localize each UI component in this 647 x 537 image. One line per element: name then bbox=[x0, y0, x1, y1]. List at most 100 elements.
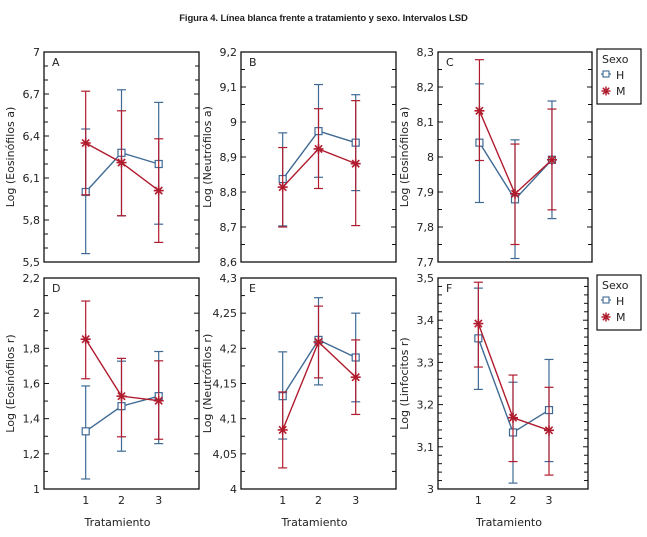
panel-letter: F bbox=[446, 282, 452, 295]
y-tick-label: 7,9 bbox=[417, 186, 435, 199]
data-point-asterisk bbox=[313, 143, 324, 154]
x-axis-title: Tratamiento bbox=[84, 516, 151, 529]
data-point-asterisk bbox=[80, 138, 91, 148]
data-point-asterisk bbox=[350, 158, 361, 169]
series-h bbox=[278, 83, 361, 227]
legend-label: M bbox=[616, 85, 626, 98]
y-tick-label: 8,3 bbox=[417, 46, 435, 59]
data-point-asterisk bbox=[313, 337, 324, 348]
data-point-asterisk bbox=[116, 391, 127, 402]
y-tick-label: 4,3 bbox=[220, 272, 238, 285]
y-tick-label: 1,4 bbox=[23, 413, 41, 426]
panel-b: 8,6 8,7 8,8 8,9 9 9,1 9,2 Log (Neutrófilos a) B bbox=[201, 46, 397, 269]
y-tick-label: 8,1 bbox=[417, 116, 435, 129]
panel-e: 4 4,05 4,1 4,15 4,2 4,25 4,3 Log (Neutrófilos r… bbox=[201, 272, 397, 529]
legend-label: H bbox=[616, 295, 624, 308]
data-point-asterisk bbox=[277, 182, 288, 193]
data-point-asterisk bbox=[510, 188, 520, 199]
y-tick-label: 3,3 bbox=[417, 356, 435, 369]
asterisk-stroke bbox=[547, 155, 557, 164]
panel-letter: E bbox=[249, 282, 256, 295]
y-axis-title: Log (Linfocitos r) bbox=[398, 337, 411, 429]
y-tick-label: 4,25 bbox=[213, 307, 238, 320]
y-tick-label: 7,7 bbox=[417, 256, 435, 269]
series-line bbox=[282, 130, 356, 180]
series-m bbox=[277, 100, 361, 228]
y-tick-label: 3,2 bbox=[417, 399, 435, 412]
asterisk-stroke bbox=[544, 426, 554, 435]
figure-title: Figura 4. Línea blanca frente a tratamie… bbox=[179, 13, 468, 24]
plot-frame bbox=[437, 277, 589, 490]
y-tick-label: 5,5 bbox=[23, 256, 41, 269]
y-tick-label: 4 bbox=[230, 483, 237, 496]
asterisk-stroke bbox=[81, 335, 90, 344]
legend-swatch-square bbox=[602, 70, 610, 78]
panel-letter: A bbox=[52, 56, 60, 69]
series-m bbox=[473, 281, 554, 476]
y-axis-title: Log (Eosinófilos r) bbox=[4, 334, 17, 432]
legend-title: Sexo bbox=[602, 53, 629, 66]
panel-d: 1 1,2 1,4 1,6 1,8 2 2,2 Log (Eosinófilos r) D 1 2 3… bbox=[4, 272, 200, 529]
series-m bbox=[80, 90, 164, 243]
y-tick-label: 9 bbox=[230, 116, 237, 129]
series-h bbox=[278, 297, 361, 440]
series-line bbox=[85, 395, 159, 432]
y-tick-label: 7 bbox=[33, 46, 40, 59]
legend: Sexo HM bbox=[596, 274, 642, 331]
asterisk-stroke bbox=[314, 337, 323, 347]
data-point-asterisk bbox=[350, 372, 361, 383]
x-axis-title: Tratamiento bbox=[281, 516, 348, 529]
series-h bbox=[473, 287, 554, 484]
panel-letter: C bbox=[446, 56, 454, 69]
y-axis-title: Log (Neutrófilos r) bbox=[201, 334, 214, 433]
y-tick-label: 3,4 bbox=[417, 314, 435, 327]
x-tick-label: 3 bbox=[546, 494, 553, 507]
data-point-asterisk bbox=[153, 395, 164, 406]
x-tick-label: 2 bbox=[510, 494, 517, 507]
asterisk-stroke bbox=[154, 186, 163, 195]
y-tick-label: 4,1 bbox=[220, 413, 238, 426]
y-tick-label: 2 bbox=[33, 307, 40, 320]
data-point-asterisk bbox=[508, 412, 518, 423]
data-point-asterisk bbox=[544, 425, 554, 436]
asterisk-stroke bbox=[474, 319, 483, 328]
asterisk-stroke bbox=[278, 425, 287, 435]
asterisk-stroke bbox=[278, 182, 287, 192]
y-tick-label: 9,1 bbox=[220, 81, 238, 94]
y-tick-label: 3,5 bbox=[417, 272, 435, 285]
data-point-asterisk bbox=[473, 318, 484, 329]
legend-swatch-square bbox=[602, 296, 610, 304]
asterisk-stroke bbox=[351, 373, 360, 382]
y-tick-label: 5,8 bbox=[23, 214, 41, 227]
series-line bbox=[282, 338, 356, 397]
series-m bbox=[277, 305, 361, 469]
data-point-asterisk bbox=[474, 105, 485, 116]
series-line bbox=[282, 148, 356, 188]
y-tick-label: 6,7 bbox=[23, 88, 41, 101]
y-tick-label: 4,15 bbox=[213, 378, 238, 391]
y-tick-label: 3 bbox=[427, 483, 434, 496]
legend-swatch-asterisk bbox=[602, 313, 610, 321]
series-m bbox=[474, 59, 557, 246]
asterisk-stroke bbox=[475, 106, 484, 115]
legend-swatch-asterisk bbox=[602, 87, 610, 95]
y-axis-title: Log (Neutrófilos a) bbox=[201, 106, 214, 208]
y-axis-title: Log (Eosinófilos a) bbox=[4, 107, 17, 208]
x-tick-label: 3 bbox=[352, 494, 359, 507]
x-tick-label: 1 bbox=[279, 494, 286, 507]
y-tick-label: 8,8 bbox=[220, 186, 238, 199]
series-m bbox=[80, 300, 164, 440]
y-tick-label: 3,1 bbox=[417, 441, 435, 454]
y-tick-label: 8,9 bbox=[220, 151, 238, 164]
y-tick-label: 2,2 bbox=[23, 272, 41, 285]
x-axis-title: Tratamiento bbox=[475, 516, 542, 529]
x-tick-label: 2 bbox=[315, 494, 322, 507]
series-h bbox=[81, 89, 164, 255]
y-tick-label: 6,1 bbox=[23, 172, 41, 185]
series-line bbox=[282, 340, 357, 431]
y-tick-label: 8,6 bbox=[220, 256, 238, 269]
data-point-asterisk bbox=[153, 185, 164, 196]
asterisk-stroke bbox=[314, 144, 323, 154]
legend: Sexo HM bbox=[596, 48, 642, 105]
panel-letter: B bbox=[249, 56, 257, 69]
